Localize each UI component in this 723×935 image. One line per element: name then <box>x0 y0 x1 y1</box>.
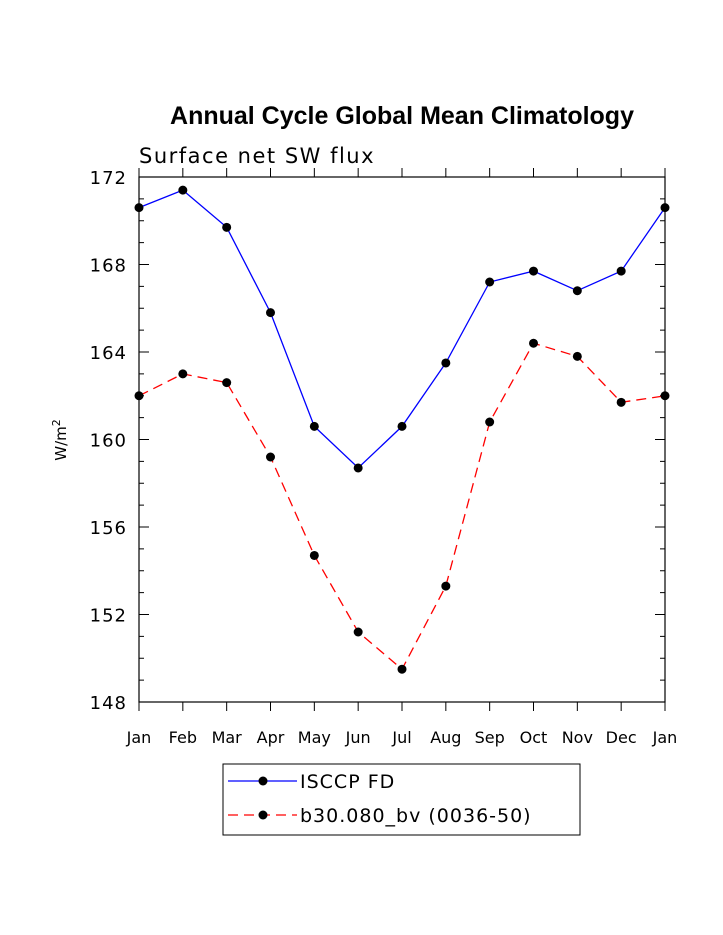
series-1-point <box>441 581 451 591</box>
legend-label-isccp: ISCCP FD <box>300 771 395 793</box>
series-1-point <box>309 550 319 560</box>
series-0-point <box>529 266 538 276</box>
y-tick-label: 156 <box>90 518 127 539</box>
x-tick-labels: Jan Feb Mar Apr May Jun Jul Aug Sep Oct Nov Dec Jan <box>126 728 678 747</box>
series-1-point <box>485 417 495 427</box>
series-0-point <box>222 222 232 232</box>
y-tick-labels: 148 152 156 160 164 168 172 <box>90 168 127 714</box>
chart-title: Annual Cycle Global Mean Climatology <box>170 102 634 130</box>
y-axis-label: W/m2 <box>50 419 70 461</box>
series-0-point <box>266 308 275 318</box>
y-tick-label: 168 <box>90 256 127 277</box>
series-0-point <box>353 463 363 473</box>
series-1-point <box>266 452 275 462</box>
series-0-point <box>485 277 495 287</box>
legend-marker-b30 <box>258 810 268 820</box>
series-1-point <box>397 664 407 674</box>
series-layer <box>134 185 670 674</box>
series-1-point <box>353 627 363 637</box>
x-tick-label: Nov <box>562 728 593 747</box>
series-1-point <box>178 369 188 379</box>
series-0-point <box>397 421 407 431</box>
series-0-point <box>178 185 188 195</box>
x-tick-label: Sep <box>475 728 505 747</box>
legend-label-b30: b30.080_bv (0036-50) <box>300 805 532 827</box>
series-1-point <box>529 338 538 348</box>
y-tick-label: 148 <box>90 693 127 714</box>
x-tick-label: Aug <box>430 728 461 747</box>
y-tick-label: 160 <box>90 431 127 452</box>
x-tick-label: May <box>298 728 331 747</box>
x-tick-label: Mar <box>212 728 243 747</box>
x-tick-label: Jan <box>652 728 678 747</box>
series-0-point <box>309 421 319 431</box>
x-tick-label: Oct <box>520 728 548 747</box>
plot-frame <box>138 176 666 703</box>
y-tick-label: 152 <box>90 606 127 627</box>
series-0-point <box>134 203 144 213</box>
series-1-point <box>134 391 144 401</box>
chart-subtitle: Surface net SW flux <box>139 144 375 168</box>
y-tick-label: 172 <box>90 168 127 189</box>
y-axis-label-superscript: 2 <box>50 419 63 426</box>
series-1-point <box>222 378 232 388</box>
x-tick-label: Feb <box>169 728 197 747</box>
x-tick-label: Dec <box>606 728 637 747</box>
legend-box <box>222 763 581 836</box>
legend: ISCCP FD b30.080_bv (0036-50) <box>222 763 581 836</box>
series-0-point <box>616 266 626 276</box>
series-line-1 <box>138 342 666 671</box>
axis-ticks <box>138 168 666 711</box>
series-0-point <box>572 286 582 296</box>
x-tick-label: Jun <box>345 728 371 747</box>
x-tick-label: Jan <box>126 728 152 747</box>
legend-marker-isccp <box>258 776 268 786</box>
series-1-point <box>572 351 582 361</box>
series-1-point <box>660 391 670 401</box>
x-tick-label: Apr <box>257 728 285 747</box>
series-0-point <box>441 358 451 368</box>
x-tick-label: Jul <box>391 728 411 747</box>
y-tick-label: 164 <box>90 343 127 364</box>
series-1-point <box>616 397 626 407</box>
series-0-point <box>660 203 670 213</box>
